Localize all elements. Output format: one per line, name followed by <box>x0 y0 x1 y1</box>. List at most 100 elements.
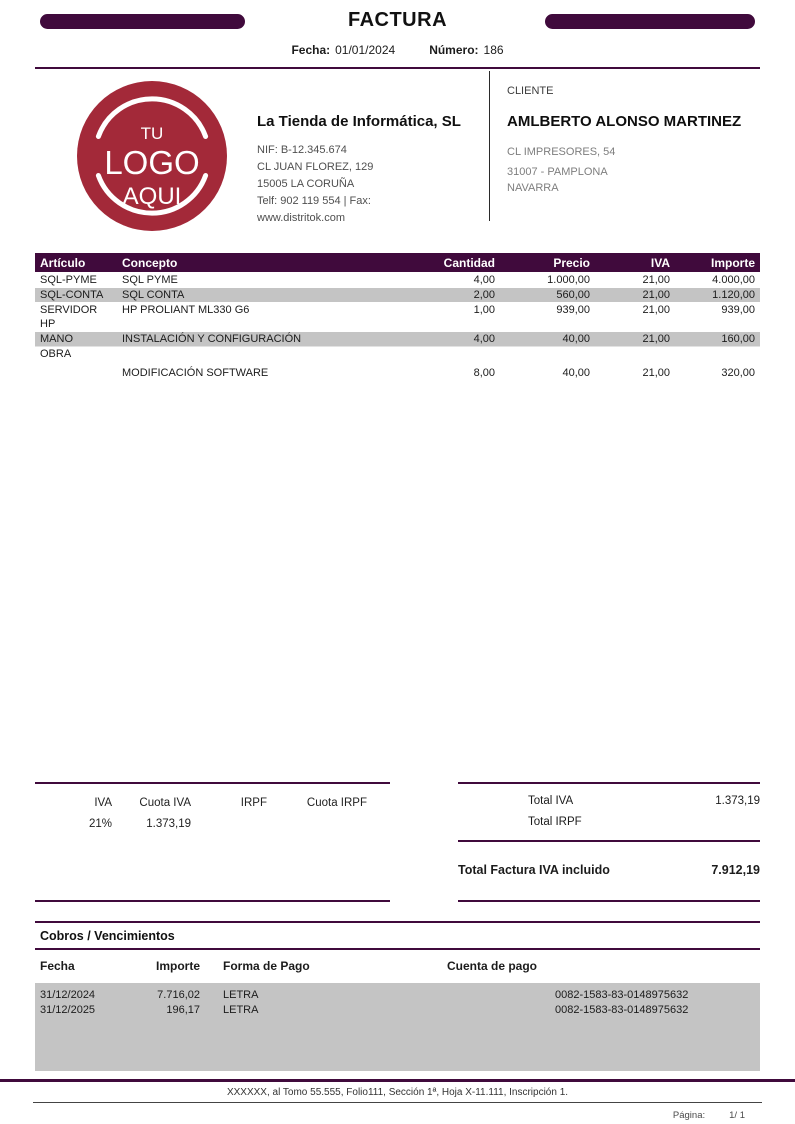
logo-text-line2: LOGO <box>104 144 199 181</box>
cell-articulo: SQL-PYME <box>40 273 97 286</box>
cell-articulo: SQL-CONTA <box>40 288 104 301</box>
fecha-value: 01/01/2024 <box>335 43 396 57</box>
cell-concepto: INSTALACIÓN Y CONFIGURACIÓN <box>122 333 302 345</box>
tax-col-cuota-iva: Cuota IVA <box>139 796 191 809</box>
items-empty-space <box>35 381 760 782</box>
payments-title: Cobros / Vencimientos <box>40 928 175 943</box>
pay-col-fecha: Fecha <box>40 958 75 973</box>
payments-title-rule <box>35 947 760 950</box>
cell-importe: 320,00 <box>721 367 755 379</box>
client-label: CLIENTE <box>507 85 554 97</box>
numero-value: 186 <box>483 43 504 57</box>
footer-bottom-rule <box>33 1101 762 1103</box>
cell-precio: 939,00 <box>556 303 590 316</box>
logo-text-line1: TU <box>141 124 164 143</box>
cell-iva: 21,00 <box>642 288 670 301</box>
total-irpf-label: Total IRPF <box>528 815 582 828</box>
cell-iva: 21,00 <box>642 303 670 316</box>
totals-section: IVA Cuota IVA IRPF Cuota IRPF 21% 1.373,… <box>35 781 760 902</box>
cell-articulo: SERVIDOR HP <box>40 303 98 331</box>
company-name: La Tienda de Informática, SL <box>257 113 461 130</box>
pay-fecha: 31/12/2024 <box>40 988 96 1001</box>
cell-iva: 21,00 <box>642 333 670 345</box>
company-logo: TU LOGO AQUI <box>77 81 227 231</box>
numero-label: Número: <box>429 43 479 57</box>
col-header-iva: IVA <box>650 255 670 270</box>
payments-section: Cobros / Vencimientos Fecha Importe Form… <box>35 920 760 1071</box>
cell-importe: 160,00 <box>721 333 755 345</box>
payments-header: Fecha Importe Forma de Pago Cuenta de pa… <box>35 950 760 983</box>
pay-importe: 196,17 <box>166 1003 200 1016</box>
tax-iva-value: 21% <box>88 817 112 830</box>
parties-section: TU LOGO AQUI La Tienda de Informática, S… <box>35 69 760 231</box>
client-address-line2: 31007 - PAMPLONA <box>507 166 608 178</box>
payment-row: 31/12/2024 7.716,02 LETRA 0082-1583-83-0… <box>40 988 755 1003</box>
company-address-line2: 15005 LA CORUÑA <box>257 178 355 190</box>
tax-irpf-value <box>191 818 267 830</box>
invoice-number: Número: 186 <box>429 43 503 61</box>
total-iva-value: 1.373,19 <box>715 794 760 807</box>
fecha-label: Fecha: <box>291 43 331 57</box>
cell-importe: 1.120,00 <box>712 288 755 301</box>
company-address-line1: CL JUAN FLOREZ, 129 <box>257 161 374 173</box>
tax-col-iva: IVA <box>94 796 112 809</box>
pay-importe: 7.716,02 <box>157 988 200 1001</box>
grand-total-value: 7.912,19 <box>711 862 760 877</box>
cell-iva: 21,00 <box>642 367 670 379</box>
page-indicator: Página: 1/ 1 <box>0 1110 745 1121</box>
company-website: www.distritok.com <box>257 212 346 224</box>
invoice-date: Fecha: 01/01/2024 <box>291 43 395 61</box>
items-table: Artículo Concepto Cantidad Precio IVA Im… <box>35 253 760 782</box>
cell-cantidad: 2,00 <box>473 288 495 301</box>
tax-breakdown-box: IVA Cuota IVA IRPF Cuota IRPF 21% 1.373,… <box>35 781 390 902</box>
invoice-meta: Fecha: 01/01/2024 Número: 186 <box>0 43 795 61</box>
col-header-precio: Precio <box>553 255 590 270</box>
pay-fecha: 31/12/2025 <box>40 1003 96 1016</box>
pay-cuenta: 0082-1583-83-0148975632 <box>555 1003 689 1016</box>
cell-concepto: HP PROLIANT ML330 G6 <box>122 303 250 316</box>
pagina-label: Página: <box>672 1109 706 1121</box>
cell-precio: 40,00 <box>562 367 590 379</box>
document-header: FACTURA <box>0 0 795 34</box>
cell-cantidad: 4,00 <box>473 333 495 345</box>
pay-col-importe: Importe <box>155 958 200 973</box>
pay-cuenta: 0082-1583-83-0148975632 <box>555 988 689 1001</box>
tax-col-irpf: IRPF <box>240 796 267 809</box>
cell-cantidad: 8,00 <box>473 367 495 379</box>
cell-articulo: MANO OBRA <box>40 333 73 360</box>
client-name: AMLBERTO ALONSO MARTINEZ <box>507 113 742 130</box>
payments-top-rule <box>35 920 760 923</box>
invoice-total-box: Total IVA 1.373,19 Total IRPF Total Fact… <box>458 781 760 902</box>
cell-cantidad: 1,00 <box>473 303 495 316</box>
page-title: FACTURA <box>347 9 448 31</box>
col-header-articulo: Artículo <box>40 255 86 270</box>
client-address-line3: NAVARRA <box>507 182 559 194</box>
cell-importe: 4.000,00 <box>712 273 755 286</box>
decorative-bar-right <box>545 14 755 29</box>
cell-importe: 939,00 <box>721 303 755 316</box>
table-row: SQL-CONTA SQL CONTA 2,00 560,00 21,00 1.… <box>35 287 760 302</box>
logo-text-line3: AQUI <box>123 183 182 210</box>
document-footer: XXXXXX, al Tomo 55.555, Folio111, Secció… <box>0 1078 795 1121</box>
table-row: SERVIDOR HP HP PROLIANT ML330 G6 1,00 93… <box>35 303 760 332</box>
grand-total-label: Total Factura IVA incluido <box>458 862 610 877</box>
company-nif: NIF: B-12.345.674 <box>257 144 347 156</box>
col-header-cantidad: Cantidad <box>443 255 495 270</box>
header-divider <box>35 67 760 69</box>
grand-total-row: Total Factura IVA incluido 7.912,19 <box>458 863 760 877</box>
pay-forma: LETRA <box>223 1003 259 1016</box>
total-irpf-row: Total IRPF <box>458 816 760 828</box>
cell-concepto: SQL PYME <box>122 273 178 286</box>
client-address-line1: CL IMPRESORES, 54 <box>507 146 616 158</box>
logo-image: TU LOGO AQUI <box>77 81 227 231</box>
pagina-value: 1/ 1 <box>729 1109 745 1121</box>
payment-row: 31/12/2025 196,17 LETRA 0082-1583-83-014… <box>40 1003 755 1018</box>
cell-concepto: SQL CONTA <box>122 288 185 301</box>
table-row: MODIFICACIÓN SOFTWARE 8,00 40,00 21,00 3… <box>35 366 760 381</box>
registry-text: XXXXXX, al Tomo 55.555, Folio111, Secció… <box>226 1086 569 1098</box>
payments-rows-block: 31/12/2024 7.716,02 LETRA 0082-1583-83-0… <box>35 982 760 1071</box>
col-header-importe: Importe <box>710 255 755 270</box>
tax-breakdown-headers: IVA Cuota IVA IRPF Cuota IRPF <box>35 797 390 809</box>
tax-cuota-irpf-value <box>267 818 367 830</box>
total-iva-label: Total IVA <box>528 794 574 807</box>
